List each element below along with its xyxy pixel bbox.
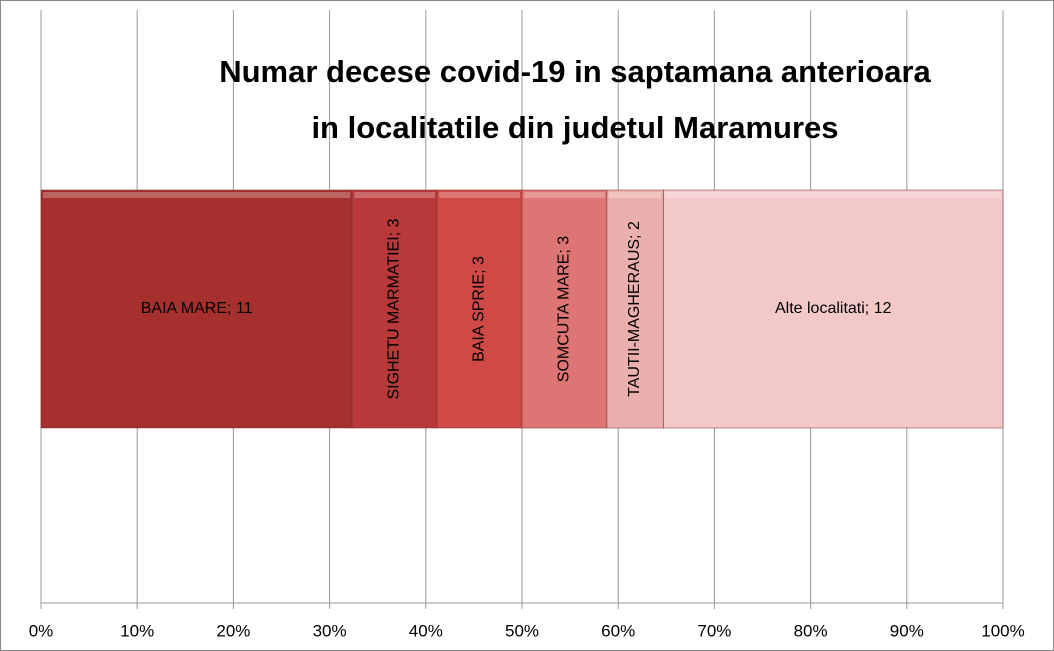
bar-highlight [43, 192, 351, 198]
data-label-separator: ; [865, 300, 874, 317]
data-label-separator: ; [556, 245, 573, 254]
bar-highlight [439, 192, 520, 198]
bar-highlight [665, 192, 1001, 198]
bar-highlight [354, 192, 436, 198]
x-tick-label: 10% [120, 621, 154, 640]
x-tick-label: 50% [505, 621, 539, 640]
bar-highlight [608, 192, 662, 198]
chart-title: Numar decese covid-19 in saptamana anter… [219, 54, 931, 89]
x-tick-label: 70% [697, 621, 731, 640]
data-label-value: 3 [556, 236, 573, 245]
x-tick-label: 40% [409, 621, 443, 640]
chart-title: in localitatile din judetul Maramures [311, 110, 838, 145]
bar-segment [351, 189, 438, 429]
bars [40, 189, 1004, 429]
data-label-value: 11 [236, 300, 253, 317]
data-label-separator: ; [386, 227, 403, 236]
data-label: BAIA MARE; 11 [141, 300, 253, 317]
data-label-value: 3 [386, 218, 403, 227]
bar-segment [436, 189, 523, 429]
bar-segment [662, 189, 1004, 429]
x-tick-label: 100% [981, 621, 1024, 640]
data-label: SOMCUTA MARE; 3 [556, 236, 573, 383]
bar-segment [521, 189, 608, 429]
data-label-separator: ; [227, 300, 236, 317]
data-label-name: SOMCUTA MARE [556, 254, 573, 383]
data-label-separator: ; [471, 265, 488, 274]
data-label-name: BAIA MARE [141, 300, 227, 317]
x-tick-label: 90% [890, 621, 924, 640]
bar-segment [40, 189, 353, 429]
data-label: BAIA SPRIE; 3 [471, 256, 488, 362]
data-label-name: SIGHETU MARMATIEI [386, 236, 403, 399]
data-label-name: TAUTII-MAGHERAUS [626, 239, 643, 397]
data-label: SIGHETU MARMATIEI; 3 [386, 218, 403, 399]
data-label-name: Alte localitati [775, 300, 865, 317]
data-label-value: 3 [471, 256, 488, 265]
data-label-separator: ; [626, 230, 643, 239]
data-label-value: 2 [626, 221, 643, 230]
x-tick-label: 80% [794, 621, 828, 640]
data-label: Alte localitati; 12 [775, 300, 892, 317]
x-tick-label: 60% [601, 621, 635, 640]
x-tick-label: 0% [29, 621, 54, 640]
data-label: TAUTII-MAGHERAUS; 2 [626, 221, 643, 397]
bar-highlight [524, 192, 605, 198]
x-tick-label: 20% [216, 621, 250, 640]
data-label-value: 12 [874, 300, 892, 317]
data-label-name: BAIA SPRIE [471, 274, 488, 362]
x-tick-label: 30% [313, 621, 347, 640]
